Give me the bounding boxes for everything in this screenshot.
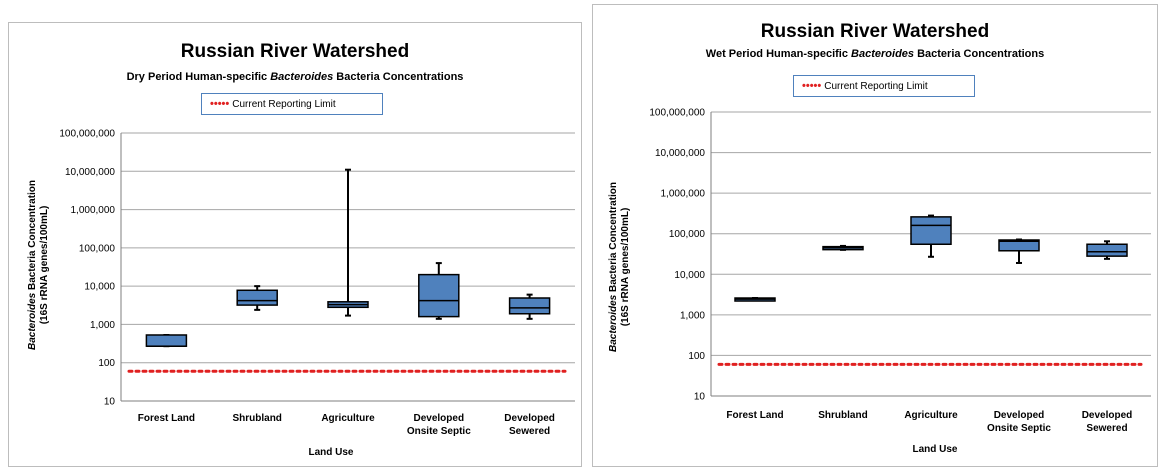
x-axis-label: Land Use [308, 447, 354, 458]
x-tick-label: Onsite Septic [987, 423, 1051, 434]
box [145, 334, 188, 347]
x-tick-label: Developed [504, 413, 555, 424]
y-tick-label: 1,000,000 [661, 189, 706, 200]
y-tick-label: 1,000 [90, 320, 115, 331]
y-tick-label: 100,000 [79, 243, 116, 254]
x-tick-label: Onsite Septic [407, 426, 471, 437]
x-tick-label: Shrubland [818, 410, 867, 421]
y-tick-label: 100 [98, 358, 115, 369]
x-tick-label: Forest Land [726, 410, 783, 421]
y-tick-label: 10,000,000 [655, 148, 705, 159]
y-tick-label: 10,000 [674, 270, 705, 281]
plot-area: 10 100 1,000 10,000 100,000 1,000,000 10,000,0… [59, 129, 575, 437]
plot-area: 10 100 1,000 10,000 100,000 1,000,000 10,000,0… [649, 108, 1151, 434]
x-tick-label: Agriculture [321, 413, 375, 424]
box [418, 273, 460, 318]
x-tick-label: Developed [414, 413, 465, 424]
reporting-limit-legend-marker: ••••• [210, 98, 230, 110]
box [508, 297, 551, 315]
y-tick-label: 10 [694, 392, 706, 403]
chart-subtitle: Dry Period Human-specific Bacteroides Ba… [126, 71, 464, 83]
legend: ••••• Current Reporting Limit [201, 93, 383, 115]
y-tick-label: 1,000,000 [71, 205, 116, 216]
reporting-limit-legend-marker: ••••• [802, 80, 822, 92]
legend-label: Current Reporting Limit [824, 80, 928, 92]
legend-label: Current Reporting Limit [232, 98, 336, 110]
dry-period-chart: Russian River Watershed Dry Period Human… [8, 22, 582, 467]
x-tick-label: Developed [994, 410, 1045, 421]
y-tick-label: 100 [688, 351, 705, 362]
box [910, 216, 952, 245]
box [236, 289, 278, 306]
x-tick-label: Agriculture [904, 410, 958, 421]
y-tick-label: 100,000,000 [649, 108, 705, 119]
x-tick-label: Sewered [509, 426, 550, 437]
legend: ••••• Current Reporting Limit [793, 75, 975, 97]
x-tick-label: Forest Land [138, 413, 195, 424]
box [1086, 243, 1128, 257]
chart-subtitle: Wet Period Human-specific Bacteroides Ba… [705, 48, 1045, 60]
x-tick-label: Sewered [1086, 423, 1127, 434]
y-tick-label: 100,000,000 [59, 129, 115, 140]
x-tick-label: Shrubland [232, 413, 281, 424]
x-tick-label: Developed [1082, 410, 1133, 421]
chart-title: Russian River Watershed [760, 21, 990, 42]
y-tick-label: 10 [104, 397, 116, 408]
wet-period-chart: Russian River Watershed Wet Period Human… [592, 4, 1158, 467]
y-tick-label: 10,000,000 [65, 167, 115, 178]
y-tick-label: 100,000 [669, 229, 706, 240]
x-axis-label: Land Use [912, 444, 958, 455]
y-tick-label: 1,000 [680, 310, 705, 321]
chart-title: Russian River Watershed [180, 41, 410, 62]
y-tick-label: 10,000 [84, 282, 115, 293]
box [998, 239, 1040, 252]
